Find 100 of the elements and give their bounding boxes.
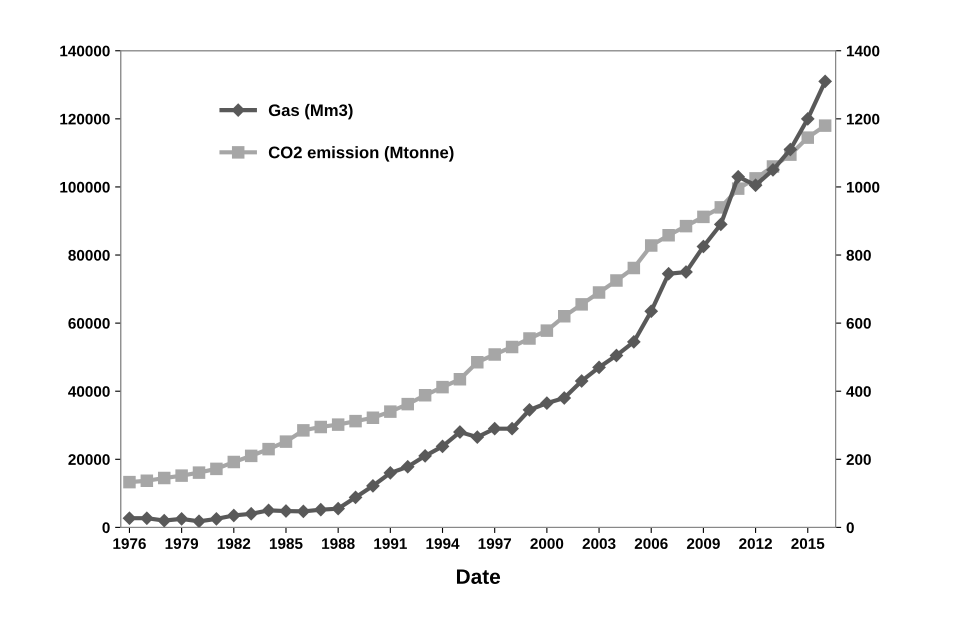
point: [714, 218, 728, 231]
point: [140, 512, 154, 525]
point: [418, 449, 432, 462]
point: [766, 163, 780, 177]
x-axis-title: Date: [456, 569, 500, 584]
point: [175, 512, 188, 526]
point: [436, 380, 449, 394]
point: [506, 422, 519, 436]
point: [575, 374, 588, 388]
y2-tick-label: 200: [846, 454, 871, 465]
point: [279, 504, 293, 518]
point: [558, 391, 571, 405]
legend-label: CO2 emission (Mtonne): [268, 146, 454, 162]
point: [644, 239, 658, 252]
point: [280, 435, 292, 448]
point: [384, 405, 397, 418]
point: [540, 396, 554, 410]
x-tick-label: 2006: [634, 538, 668, 550]
point: [818, 74, 832, 88]
point: [592, 286, 606, 299]
point: [192, 466, 206, 479]
y2-tick-label: 1400: [846, 46, 880, 56]
y2-tick-label: 1000: [846, 182, 880, 193]
point: [158, 472, 170, 484]
point: [210, 462, 223, 476]
point: [123, 476, 136, 488]
point: [158, 514, 171, 528]
point: [366, 412, 380, 424]
point: [296, 504, 310, 518]
point: [697, 210, 710, 224]
point: [349, 414, 362, 428]
point: [384, 466, 397, 480]
x-tick-label: 1985: [270, 538, 303, 550]
x-tick-label: 1988: [322, 538, 355, 550]
point: [210, 512, 223, 526]
point: [610, 274, 623, 287]
point: [262, 442, 275, 456]
point: [175, 469, 188, 482]
y-tick-label: 0: [102, 522, 110, 534]
x-tick-label: 1979: [166, 538, 198, 550]
x-tick-label: 1982: [218, 538, 250, 550]
point: [436, 440, 450, 453]
point: [802, 131, 814, 144]
point: [662, 267, 676, 280]
x-tick-label: 1976: [113, 538, 146, 550]
point: [418, 389, 432, 402]
point: [732, 170, 745, 184]
legend-label: Gas (Mm3): [268, 104, 353, 120]
point: [332, 418, 344, 431]
point: [454, 373, 466, 386]
x-tick-label: 1991: [374, 538, 407, 550]
x-tick-label: 1997: [478, 538, 512, 550]
point: [332, 502, 345, 516]
point: [610, 348, 624, 362]
y2-tick-label: 600: [846, 318, 871, 329]
y-tick-label: 100000: [60, 182, 110, 193]
x-tick-label: 2012: [739, 538, 772, 550]
y2-tick-label: 800: [846, 250, 871, 261]
point: [192, 514, 206, 528]
point: [488, 422, 502, 436]
point: [680, 220, 692, 232]
point: [558, 310, 571, 323]
x-tick-label: 2009: [686, 538, 720, 550]
point: [140, 474, 154, 487]
point: [784, 142, 797, 156]
point: [662, 229, 675, 242]
point: [314, 420, 328, 434]
point: [696, 240, 710, 254]
point: [228, 456, 240, 468]
point: [348, 490, 362, 504]
y-tick-label: 120000: [60, 114, 110, 125]
point: [627, 335, 640, 348]
point: [314, 503, 328, 516]
point: [122, 512, 136, 525]
point: [453, 425, 466, 439]
x-tick-label: 2003: [582, 538, 616, 550]
point: [523, 332, 536, 345]
y2-tick-label: 0: [846, 522, 854, 534]
point: [522, 403, 536, 417]
point: [628, 262, 640, 274]
point: [748, 178, 762, 192]
point: [644, 304, 658, 318]
x-tick-label: 2015: [791, 538, 824, 550]
point: [801, 112, 814, 126]
point: [470, 430, 484, 444]
point: [540, 324, 554, 337]
point: [262, 504, 276, 517]
y-tick-label: 140000: [60, 46, 110, 56]
point: [401, 398, 414, 410]
y-tick-label: 80000: [68, 250, 110, 261]
y2-tick-label: 400: [846, 386, 871, 397]
point: [471, 356, 484, 369]
point: [366, 479, 380, 492]
point: [818, 119, 832, 132]
y-tick-label: 60000: [68, 318, 110, 329]
x-tick-label: 1994: [426, 538, 460, 550]
point: [297, 424, 310, 437]
point: [401, 460, 414, 474]
point: [244, 507, 258, 520]
point: [488, 348, 501, 361]
